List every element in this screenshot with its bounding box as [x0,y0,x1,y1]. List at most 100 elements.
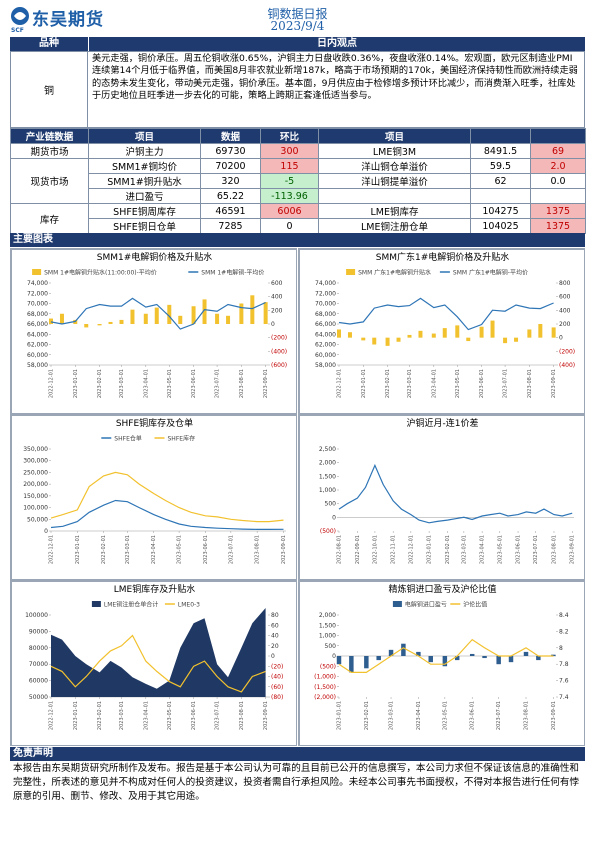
change: 2.0 [530,158,586,174]
x-tick-label: 2023-07-01 [215,369,221,398]
y-tick-label: 20 [271,643,279,650]
y-tick-label: 64,000 [315,331,336,338]
y-tick-label: 72,000 [315,290,336,297]
x-tick-label: 2023-02-01 [385,369,391,398]
y-tick-label: (400) [559,362,575,369]
table-row: SMM1#铜升贴水 320 -5 洋山铜提单溢价 62 0.0 [11,173,586,189]
y-tick-label: 200 [271,307,283,314]
x-tick-label: 2023-06-01 [191,369,197,398]
y-tick-label: 74,000 [27,280,48,287]
x-tick-label: 2023-05-01 [167,369,173,398]
x-tick-label: 2023-06-01 [191,701,197,730]
x-tick-label: 2023-06-01 [516,535,522,564]
bar [215,313,220,324]
y-tick-label: 150,000 [23,493,48,500]
legend-label: SHFE仓单 [114,435,142,443]
x-tick-label: 2023-02-01 [97,701,103,730]
bar [143,313,148,324]
empty-cell [530,188,586,204]
bar [49,318,53,324]
y-tick-label: 62,000 [27,342,48,349]
bar [361,337,366,341]
y-tick-label: 600 [559,294,571,301]
bar [202,299,207,324]
x-tick-label: 2023-04-01 [431,369,437,398]
table-header-blank [470,128,531,144]
x-tick-label: 2023-02-01 [364,701,370,730]
bar [523,651,529,656]
x-tick-label: 2023-04-01 [143,701,149,730]
empty-cell [470,188,531,204]
bar [59,313,64,324]
bar [349,656,354,673]
y-tick-label: (1,000) [314,674,336,681]
view-header: 日内观点 [88,37,585,51]
table-header-blank [530,128,586,144]
line [50,634,266,693]
x-tick-label: 2023-02-01 [445,535,451,564]
x-tick-label: 2023-01-01 [73,369,79,398]
legend-swatch [392,601,402,607]
chart-title: SMM广东1#电解铜价格及升贴水 [376,251,510,263]
chart-frame [11,249,296,413]
y-tick-label: 7.6 [559,678,569,685]
bar [503,337,508,344]
line [338,463,573,524]
value: 70200 [200,158,261,174]
y-tick-label: (600) [271,362,287,369]
line [50,499,284,530]
chart-frame [299,415,584,579]
bar [108,321,113,324]
chart-frame [299,249,584,413]
table-row: 期货市场 沪铜主力 69730 300 LME铜3M 8491.5 69 [10,143,586,159]
y-tick-label: 500 [325,643,337,650]
legend-label: SMM 广东1#电解铜-平均价 [453,269,528,277]
x-tick-label: 2023-02-01 [97,369,103,398]
bar [469,653,475,656]
x-tick-label: 2023-08-01 [527,369,533,398]
bar [536,656,541,661]
view-text: 美元走强，铜价承压。周五伦铜收涨0.65%，沪铜主力日盘收跌0.36%，夜盘收涨… [88,51,585,128]
x-tick-label: 2023-01-01 [427,535,433,564]
bar [514,337,519,342]
y-tick-label: 0 [44,528,48,535]
area [51,608,266,697]
y-tick-label: 58,000 [315,362,336,369]
y-tick-label: (500) [320,528,336,535]
x-tick-label: 2022-11-01 [391,535,397,564]
change: -5 [260,173,319,189]
change: 1375 [530,218,586,234]
legend-label: 沪伦比值 [463,601,487,609]
x-tick-label: 2023-09-01 [570,535,576,564]
bar [130,309,135,324]
y-tick-label: 0 [332,653,336,660]
change: 69 [530,143,586,159]
change: 0 [260,218,319,234]
bar [527,329,532,338]
bar [97,324,102,326]
y-tick-label: (2,000) [314,694,336,701]
x-tick-label: 2023-05-01 [177,535,183,564]
change: 115 [260,158,319,174]
y-tick-label: 62,000 [315,342,336,349]
view-header: 品种 [10,37,88,51]
bar [431,333,436,338]
disclaimer-heading: 免责声明 [10,747,585,761]
y-tick-label: 64,000 [27,331,48,338]
bar [466,337,471,342]
bar [336,656,342,665]
y-tick-label: 68,000 [315,311,336,318]
y-tick-label: 0 [271,653,275,660]
table-row: 库存 SHFE铜周库存 46591 6006 LME铜库存 104275 1375 [10,203,586,234]
x-tick-label: 2022-08-01 [337,535,343,564]
y-tick-label: 50,000 [27,516,48,523]
table-header: 项目 [88,128,201,144]
y-tick-label: 8.2 [559,628,569,635]
x-tick-label: 2023-06-01 [470,701,476,730]
x-tick-label: 2022-12-01 [408,535,414,564]
bar [551,654,556,656]
chart-frame [11,415,296,579]
y-tick-label: (400) [271,348,287,355]
